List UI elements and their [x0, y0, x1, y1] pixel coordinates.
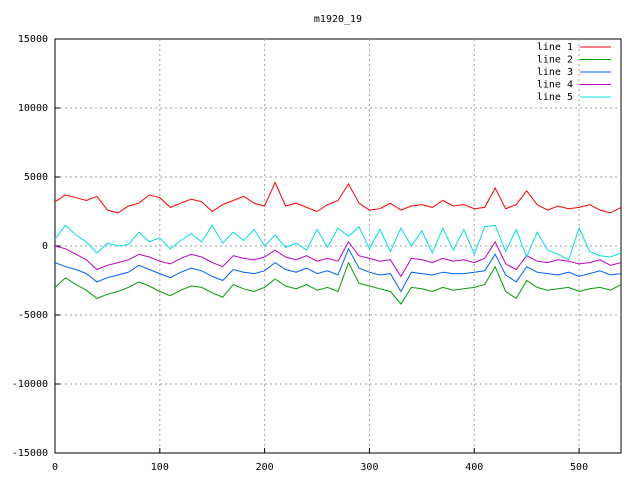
legend-label: line 3: [537, 67, 573, 78]
data-line: [54, 247, 622, 293]
y-tick-label: 0: [42, 241, 48, 252]
legend-label: line 2: [537, 55, 573, 66]
x-tick-label: 0: [52, 462, 58, 473]
data-line: [54, 181, 622, 214]
y-tick-label: 10000: [18, 103, 48, 114]
y-tick-label: 5000: [24, 172, 48, 183]
y-tick-label: -15000: [12, 448, 48, 459]
legend-label: line 4: [537, 80, 573, 91]
chart-title: m1920_19: [314, 14, 362, 25]
legend-label: line 5: [537, 92, 573, 103]
y-tick-label: -5000: [18, 310, 48, 321]
x-tick-label: 100: [151, 462, 169, 473]
x-tick-label: 200: [256, 462, 274, 473]
x-tick-label: 300: [360, 462, 378, 473]
x-tick-label: 400: [465, 462, 483, 473]
y-tick-label: -10000: [12, 379, 48, 390]
legend-label: line 1: [537, 42, 573, 53]
data-line: [54, 224, 622, 261]
x-tick-label: 500: [570, 462, 588, 473]
data-line: [54, 261, 622, 305]
y-tick-label: 15000: [18, 34, 48, 45]
